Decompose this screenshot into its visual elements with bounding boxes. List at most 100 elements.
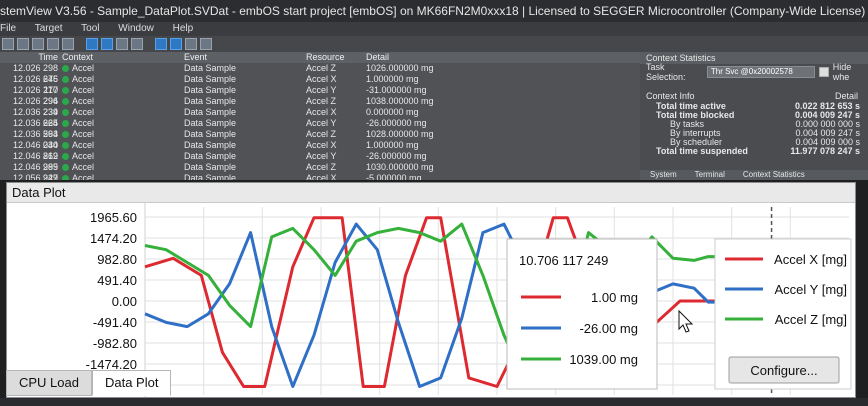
cell-event: Data Sample — [184, 85, 237, 95]
col-time[interactable]: Time — [38, 52, 58, 62]
menu-file[interactable]: File — [0, 23, 17, 34]
table-row[interactable]: 12.026 245 117 Accel Data Sample Accel X 1.0… — [0, 74, 640, 95]
cell-resource: Accel X — [306, 140, 337, 150]
table-row[interactable]: 12.026 298 676 Accel Data Sample Accel Z 102… — [0, 63, 640, 84]
table-row[interactable]: 12.046 269 989 Accel Data Sample Accel Y -26… — [0, 151, 640, 172]
data-plot-title: Data Plot — [7, 183, 855, 203]
cell-context: Accel — [62, 140, 184, 151]
task-selection-dropdown[interactable]: Thr Svc @0x20002578 — [706, 66, 816, 78]
col-resource[interactable]: Resource — [306, 52, 345, 62]
cell-context-label: Accel — [72, 118, 95, 128]
stats-row[interactable]: By interrupts 0.004 009 247 s — [640, 129, 868, 138]
menu-window[interactable]: Window — [118, 23, 154, 34]
cell-event: Data Sample — [184, 162, 237, 172]
stats-row[interactable]: By scheduler 0.004 009 000 s — [640, 138, 868, 147]
cell-resource: Accel Y — [306, 85, 337, 95]
cell-context-label: Accel — [72, 85, 95, 95]
table-row[interactable]: 12.046 295 929 Accel Data Sample Accel Z 103… — [0, 162, 640, 180]
cell-detail: 0.000000 mg — [366, 107, 419, 117]
context-dot-icon — [62, 131, 69, 138]
table-row[interactable]: 12.026 270 294 Accel Data Sample Accel Y -31… — [0, 85, 640, 106]
tab-context-statistics[interactable]: Context Statistics — [742, 170, 805, 179]
toolbar-prev-icon[interactable] — [185, 38, 197, 50]
menu-help[interactable]: Help — [172, 23, 194, 34]
toolbar-jump-icon[interactable] — [155, 38, 167, 50]
cell-time: 12.036 239 624 — [12, 107, 58, 128]
stats-row[interactable]: Total time suspended 11.977 078 247 s — [640, 147, 868, 156]
cell-event: Data Sample — [184, 173, 237, 180]
task-selection-label: Task Selection: — [646, 62, 686, 82]
legend-entry: Accel X [mg] — [774, 252, 847, 267]
toolbar-record-icon[interactable] — [32, 38, 44, 50]
toolbar-find-icon[interactable] — [131, 38, 143, 50]
cell-context-label: Accel — [72, 173, 95, 180]
table-row[interactable]: 12.046 244 812 Accel Data Sample Accel X 1.0… — [0, 140, 640, 161]
cell-detail: -31.000000 mg — [366, 85, 427, 95]
configure-button-label: Configure... — [750, 363, 817, 378]
stats-row-value: 11.977 078 247 s — [790, 146, 860, 156]
cell-time: 12.036 293 030 — [12, 129, 58, 150]
tab-system[interactable]: System — [650, 170, 677, 179]
toolbar-filter-icon[interactable] — [116, 38, 128, 50]
toolbar-stop-icon[interactable] — [47, 38, 59, 50]
cell-context: Accel — [62, 129, 184, 140]
tab-terminal[interactable]: Terminal — [694, 170, 725, 179]
mouse-cursor-icon — [678, 309, 694, 333]
cell-context-label: Accel — [72, 107, 95, 117]
cell-event: Data Sample — [184, 63, 237, 73]
table-row[interactable]: 12.036 239 624 Accel Data Sample Accel X 0.0… — [0, 107, 640, 128]
col-context[interactable]: Context — [62, 52, 94, 62]
cell-context-label: Accel — [72, 63, 95, 73]
table-row[interactable]: 12.056 247 711 Accel Data Sample Accel X -5.… — [0, 173, 640, 180]
toolbar-view-icon[interactable] — [86, 38, 98, 50]
context-dot-icon — [62, 65, 69, 72]
context-dot-icon — [62, 109, 69, 116]
tooltip-time: 10.706 117 249 — [519, 253, 608, 268]
stats-header: Context Info Detail — [640, 90, 868, 102]
context-statistics-title: Context Statistics — [640, 52, 868, 64]
y-tick-label: 0.00 — [112, 294, 137, 309]
data-plot-chart[interactable]: 1965.60 1474.20 982.80 491.40 0.00 -491.40 -98… — [7, 203, 855, 397]
window-title: stemView V3.56 - Sample_DataPlot.SVDat -… — [0, 0, 868, 22]
y-tick-label: 491.40 — [97, 273, 137, 288]
stats-row-label: Total time suspended — [656, 146, 748, 156]
cell-context-label: Accel — [72, 162, 95, 172]
context-dot-icon — [62, 142, 69, 149]
context-dot-icon — [62, 87, 69, 94]
table-row[interactable]: 12.036 265 564 Accel Data Sample Accel Y -26… — [0, 118, 640, 139]
table-row[interactable]: 12.026 296 234 Accel Data Sample Accel Z 103… — [0, 96, 640, 117]
events-table: Time Context Event Resource Detail 12.02… — [0, 52, 640, 180]
stats-tabs: System Terminal Context Statistics — [640, 170, 868, 180]
toolbar-open-icon[interactable] — [2, 38, 14, 50]
table-row[interactable]: 12.036 293 030 Accel Data Sample Accel Z 102… — [0, 129, 640, 150]
col-event[interactable]: Event — [184, 52, 208, 62]
context-dot-icon — [62, 175, 69, 180]
toolbar-settings-icon[interactable] — [200, 38, 212, 50]
hide-checkbox[interactable] — [819, 67, 829, 77]
toolbar-window-icon[interactable] — [62, 38, 74, 50]
cell-resource: Accel Z — [306, 129, 337, 139]
stats-row[interactable]: Total time blocked 0.004 009 247 s — [640, 111, 868, 120]
col-detail[interactable]: Detail — [366, 52, 390, 62]
configure-button[interactable] — [728, 356, 840, 384]
stats-row-label: By scheduler — [670, 137, 723, 147]
cursor-tooltip — [506, 238, 658, 390]
tab-cpu-load[interactable]: CPU Load — [6, 370, 92, 396]
toolbar-zoom-icon[interactable] — [101, 38, 113, 50]
toolbar-save-icon[interactable] — [17, 38, 29, 50]
menu-tool[interactable]: Tool — [81, 23, 100, 34]
tooltip-value: 1039.00 mg — [569, 352, 638, 367]
stats-row-label: By tasks — [670, 119, 705, 129]
tooltip-value: -26.00 mg — [579, 321, 638, 336]
tab-data-plot[interactable]: Data Plot — [91, 370, 172, 396]
cell-context: Accel — [62, 85, 184, 96]
toolbar-next-icon[interactable] — [170, 38, 182, 50]
cell-context: Accel — [62, 162, 184, 173]
menu-target[interactable]: Target — [34, 23, 63, 34]
stats-row[interactable]: Total time active 0.022 812 653 s — [640, 102, 868, 111]
context-dot-icon — [62, 164, 69, 171]
cell-resource: Accel Z — [306, 162, 337, 172]
cell-resource: Accel X — [306, 107, 337, 117]
bottom-tabs: CPU Load Data Plot — [6, 370, 172, 396]
stats-row[interactable]: By tasks 0.000 000 000 s — [640, 120, 868, 129]
